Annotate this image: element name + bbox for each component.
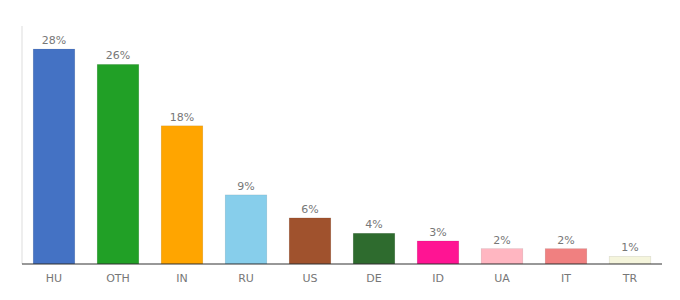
chart: 28% 26% 18% 9% 6% 4% 3% 2% 2% 1% HU OTH IN RU US DE ID UA… xyxy=(0,0,680,300)
data-label: 26% xyxy=(106,49,130,62)
bar xyxy=(97,64,139,264)
data-label: 1% xyxy=(621,241,638,254)
data-label: 2% xyxy=(557,234,574,247)
bar xyxy=(33,49,75,264)
x-tick-label: HU xyxy=(46,272,62,285)
bar xyxy=(289,218,331,264)
x-tick-label: TR xyxy=(622,272,638,285)
data-label: 18% xyxy=(170,111,194,124)
chart-container: 28% 26% 18% 9% 6% 4% 3% 2% 2% 1% HU OTH IN RU US DE ID UA… xyxy=(0,0,680,300)
data-label: 4% xyxy=(365,218,382,231)
bars xyxy=(33,49,651,264)
x-tick-label: DE xyxy=(366,272,381,285)
data-label: 9% xyxy=(237,180,254,193)
x-tick-label: UA xyxy=(494,272,510,285)
data-label: 2% xyxy=(493,234,510,247)
bar xyxy=(545,249,587,264)
x-tick-label: IN xyxy=(176,272,187,285)
x-tick-label: US xyxy=(302,272,317,285)
bar xyxy=(161,126,203,264)
x-tick-label: IT xyxy=(561,272,571,285)
y-range-line xyxy=(22,26,23,264)
bar xyxy=(353,233,395,264)
x-tick-label: RU xyxy=(238,272,254,285)
data-label: 28% xyxy=(42,34,66,47)
data-label: 6% xyxy=(301,203,318,216)
bar xyxy=(609,256,651,264)
bar xyxy=(225,195,267,264)
bar xyxy=(481,249,523,264)
x-axis-line xyxy=(22,263,662,264)
data-label: 3% xyxy=(429,226,446,239)
x-tick-label: ID xyxy=(432,272,444,285)
bar xyxy=(417,241,459,264)
x-tick-label: OTH xyxy=(106,272,130,285)
